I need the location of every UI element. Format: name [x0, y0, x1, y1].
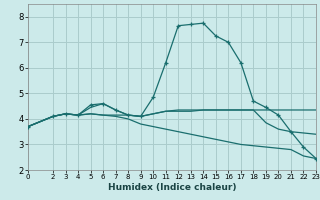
X-axis label: Humidex (Indice chaleur): Humidex (Indice chaleur) [108, 183, 236, 192]
